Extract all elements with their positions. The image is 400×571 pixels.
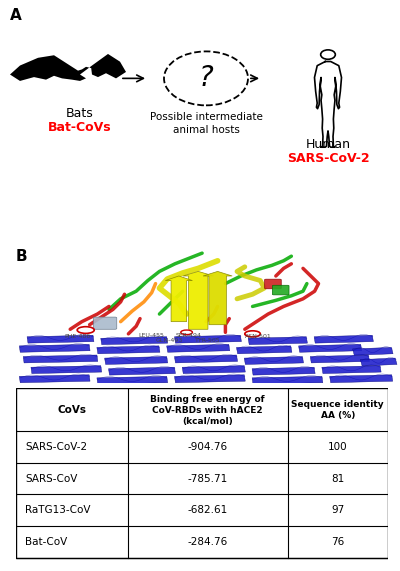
Polygon shape [108, 367, 176, 375]
Polygon shape [360, 358, 397, 366]
Text: Bats: Bats [66, 107, 94, 120]
Text: TYR-505: TYR-505 [195, 337, 221, 343]
Text: CoVs: CoVs [57, 404, 86, 415]
Polygon shape [97, 346, 160, 354]
FancyBboxPatch shape [94, 317, 117, 329]
Text: PHE-486: PHE-486 [65, 333, 91, 339]
Polygon shape [330, 375, 393, 383]
Polygon shape [174, 335, 241, 343]
Polygon shape [97, 376, 168, 384]
Text: ASN-501: ASN-501 [245, 334, 272, 339]
Polygon shape [174, 375, 245, 383]
Text: -682.61: -682.61 [188, 505, 228, 516]
Text: 100: 100 [328, 442, 348, 452]
Polygon shape [299, 344, 362, 352]
Polygon shape [19, 375, 90, 383]
Polygon shape [105, 356, 168, 364]
Polygon shape [244, 356, 304, 364]
Polygon shape [203, 271, 232, 325]
Text: Bat-CoVs: Bat-CoVs [48, 120, 112, 134]
Polygon shape [310, 355, 370, 363]
Text: Possible intermediate
animal hosts: Possible intermediate animal hosts [150, 112, 262, 135]
Polygon shape [236, 346, 292, 354]
Text: SARS-CoV-2: SARS-CoV-2 [25, 442, 88, 452]
Polygon shape [252, 376, 323, 384]
Text: 97: 97 [331, 505, 344, 516]
Text: CoV-RBDs with hACE2: CoV-RBDs with hACE2 [152, 406, 263, 415]
Polygon shape [322, 365, 381, 373]
Text: Bat-CoV: Bat-CoV [25, 537, 68, 547]
Polygon shape [101, 337, 168, 345]
Text: GLN-493: GLN-493 [156, 337, 183, 343]
Text: -785.71: -785.71 [188, 473, 228, 484]
Text: -284.76: -284.76 [188, 537, 228, 547]
Polygon shape [27, 335, 94, 343]
Text: 76: 76 [331, 537, 344, 547]
Polygon shape [167, 344, 230, 352]
Text: Sequence identity: Sequence identity [292, 400, 384, 409]
Text: SARS-CoV-2: SARS-CoV-2 [287, 152, 369, 164]
Polygon shape [19, 344, 90, 352]
Polygon shape [314, 335, 373, 343]
Text: LEU-455: LEU-455 [139, 333, 165, 338]
Text: (kcal/mol): (kcal/mol) [182, 416, 233, 425]
Polygon shape [353, 347, 393, 355]
Text: B: B [16, 248, 28, 264]
Text: AA (%): AA (%) [320, 411, 355, 420]
Text: A: A [10, 7, 22, 23]
FancyBboxPatch shape [272, 286, 289, 295]
Text: SER-494: SER-494 [176, 333, 202, 338]
Text: Human: Human [306, 138, 350, 151]
Polygon shape [183, 271, 214, 329]
Text: Binding free energy of: Binding free energy of [150, 395, 265, 404]
Text: ?: ? [199, 65, 213, 93]
Text: SARS-CoV: SARS-CoV [25, 473, 78, 484]
Polygon shape [174, 355, 238, 363]
Polygon shape [31, 365, 102, 373]
Polygon shape [248, 337, 308, 345]
Polygon shape [182, 365, 245, 373]
Polygon shape [252, 367, 315, 375]
Text: -904.76: -904.76 [188, 442, 228, 452]
Polygon shape [23, 355, 98, 363]
Polygon shape [165, 276, 192, 321]
FancyBboxPatch shape [264, 279, 281, 289]
Polygon shape [10, 54, 126, 81]
FancyBboxPatch shape [16, 388, 388, 558]
Text: 81: 81 [331, 473, 344, 484]
Text: RaTG13-CoV: RaTG13-CoV [25, 505, 91, 516]
